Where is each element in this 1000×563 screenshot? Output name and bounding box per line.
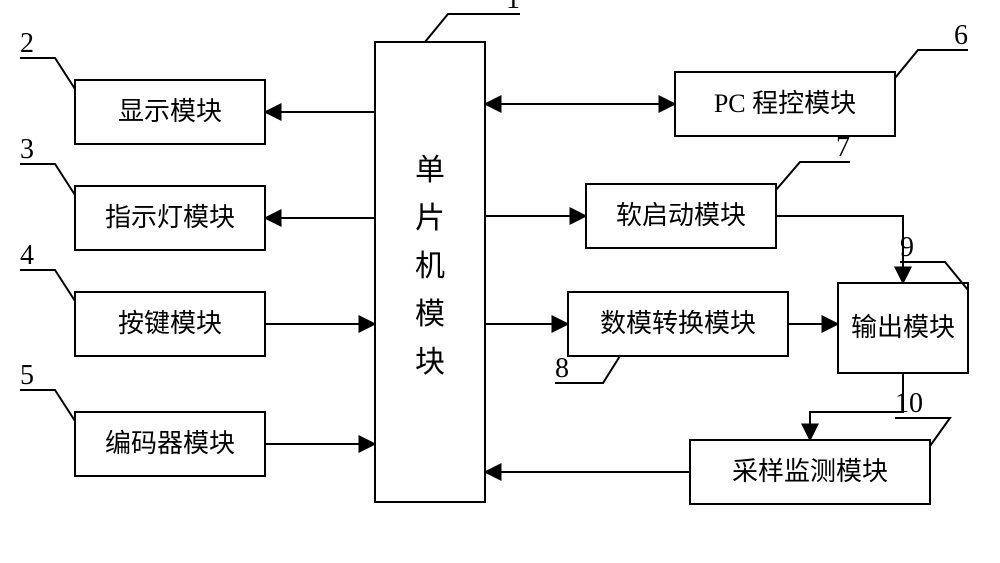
node-label-char: 块 (415, 346, 445, 379)
node-label: PC 程控模块 (714, 89, 856, 118)
node-label-char: 片 (415, 202, 445, 235)
node-n1_mcu: 单片机模块 (375, 42, 485, 502)
node-label-char: 单 (415, 154, 445, 187)
ref-number: 6 (954, 20, 968, 51)
edge-7 (776, 216, 903, 283)
ref-label-7: 7 (776, 132, 850, 190)
node-label: 按键模块 (118, 309, 222, 338)
node-n3_indicator: 指示灯模块 (75, 186, 265, 250)
node-label-char: 机 (415, 250, 445, 283)
edges-layer (265, 104, 903, 472)
node-label: 采样监测模块 (732, 457, 888, 486)
ref-label-4: 4 (20, 240, 75, 301)
ref-label-9: 9 (900, 232, 968, 290)
node-label: 数模转换模块 (600, 309, 756, 338)
ref-number: 10 (895, 388, 923, 419)
ref-number: 2 (20, 28, 34, 59)
ref-label-3: 3 (20, 134, 75, 195)
ref-number: 9 (900, 232, 914, 263)
ref-label-8: 8 (555, 353, 620, 384)
node-label: 输出模块 (851, 313, 955, 342)
node-n8_dac: 数模转换模块 (568, 292, 788, 356)
node-n9_output: 输出模块 (838, 283, 968, 373)
block-diagram: 单片机模块 显示模块指示灯模块按键模块编码器模块 PC 程控模块软启动模块数模转换模… (0, 0, 1000, 563)
ref-label-6: 6 (895, 20, 968, 78)
node-label: 显示模块 (118, 97, 222, 126)
ref-number: 1 (506, 0, 520, 15)
node-n10_sampling: 采样监测模块 (690, 440, 930, 504)
ref-label-10: 10 (895, 388, 950, 446)
node-label: 指示灯模块 (105, 203, 235, 232)
node-n4_keys: 按键模块 (75, 292, 265, 356)
ref-number: 8 (555, 353, 569, 384)
ref-number: 7 (836, 132, 850, 163)
edge-9 (810, 373, 903, 440)
node-label: 软启动模块 (616, 201, 746, 230)
node-n7_softstart: 软启动模块 (586, 184, 776, 248)
ref-label-1: 1 (425, 0, 520, 42)
node-n2_display: 显示模块 (75, 80, 265, 144)
ref-number: 3 (20, 134, 34, 165)
nodes-layer: 单片机模块 显示模块指示灯模块按键模块编码器模块 PC 程控模块软启动模块数模转换模… (75, 42, 968, 504)
node-label: 编码器模块 (105, 429, 235, 458)
ref-label-5: 5 (20, 360, 75, 421)
ref-label-2: 2 (20, 28, 75, 89)
node-n6_pc: PC 程控模块 (675, 72, 895, 136)
node-label-char: 模 (415, 298, 445, 331)
node-n5_encoder: 编码器模块 (75, 412, 265, 476)
ref-number: 4 (20, 240, 34, 271)
ref-number: 5 (20, 360, 34, 391)
